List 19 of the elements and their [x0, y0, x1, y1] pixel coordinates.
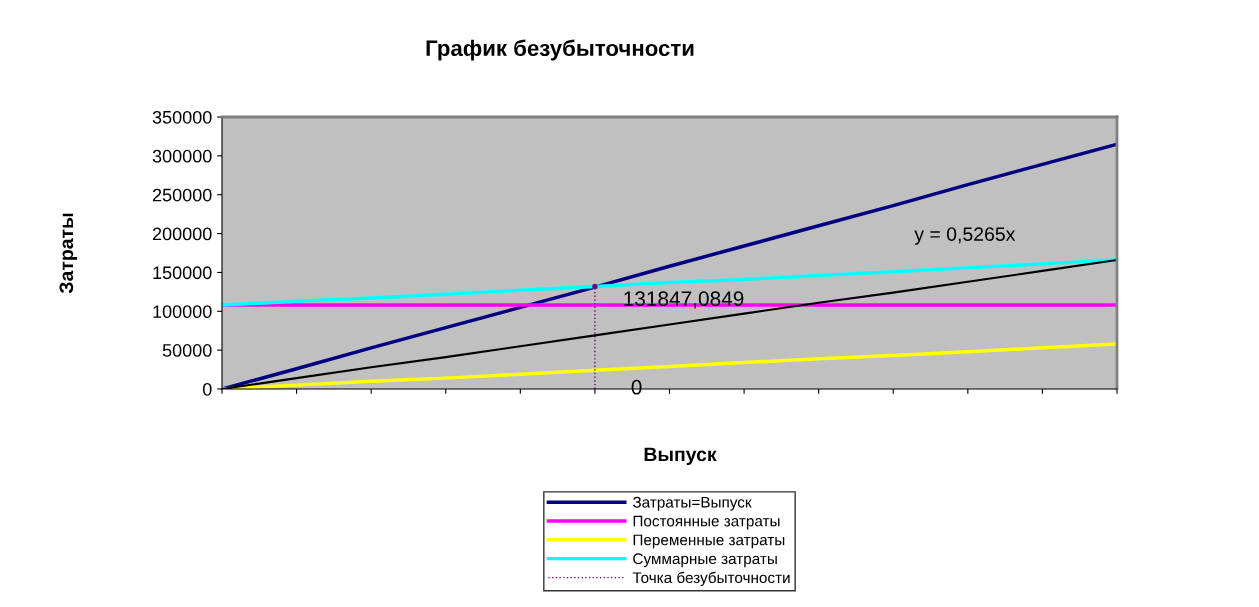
y-tick-label: 200000	[152, 227, 212, 241]
y-tick-label: 350000	[152, 110, 212, 124]
y-tick-label: 250000	[152, 188, 212, 202]
chart-title: График безубыточности	[426, 39, 694, 61]
y-tick-label: 150000	[153, 266, 212, 280]
y-axis-title: Затраты	[59, 213, 78, 294]
legend-label: Суммарные затраты	[633, 553, 777, 568]
legend-label: Переменные затраты	[633, 534, 785, 549]
y-tick-label: 100000	[153, 305, 212, 319]
y-tick-label: 0	[202, 382, 212, 396]
annotation: y = 0,5265x	[914, 227, 1016, 245]
legend-label: Затраты=Выпуск	[632, 496, 752, 511]
legend-label: Точка безубыточности	[632, 571, 790, 587]
annotation: 0	[631, 379, 642, 395]
x-axis-title: Выпуск	[644, 447, 717, 466]
line-series	[222, 258, 1117, 307]
y-tick-label: 50000	[162, 344, 212, 357]
legend-label: Постоянные затраты	[633, 515, 780, 530]
y-tick-label: 300000	[152, 149, 212, 163]
